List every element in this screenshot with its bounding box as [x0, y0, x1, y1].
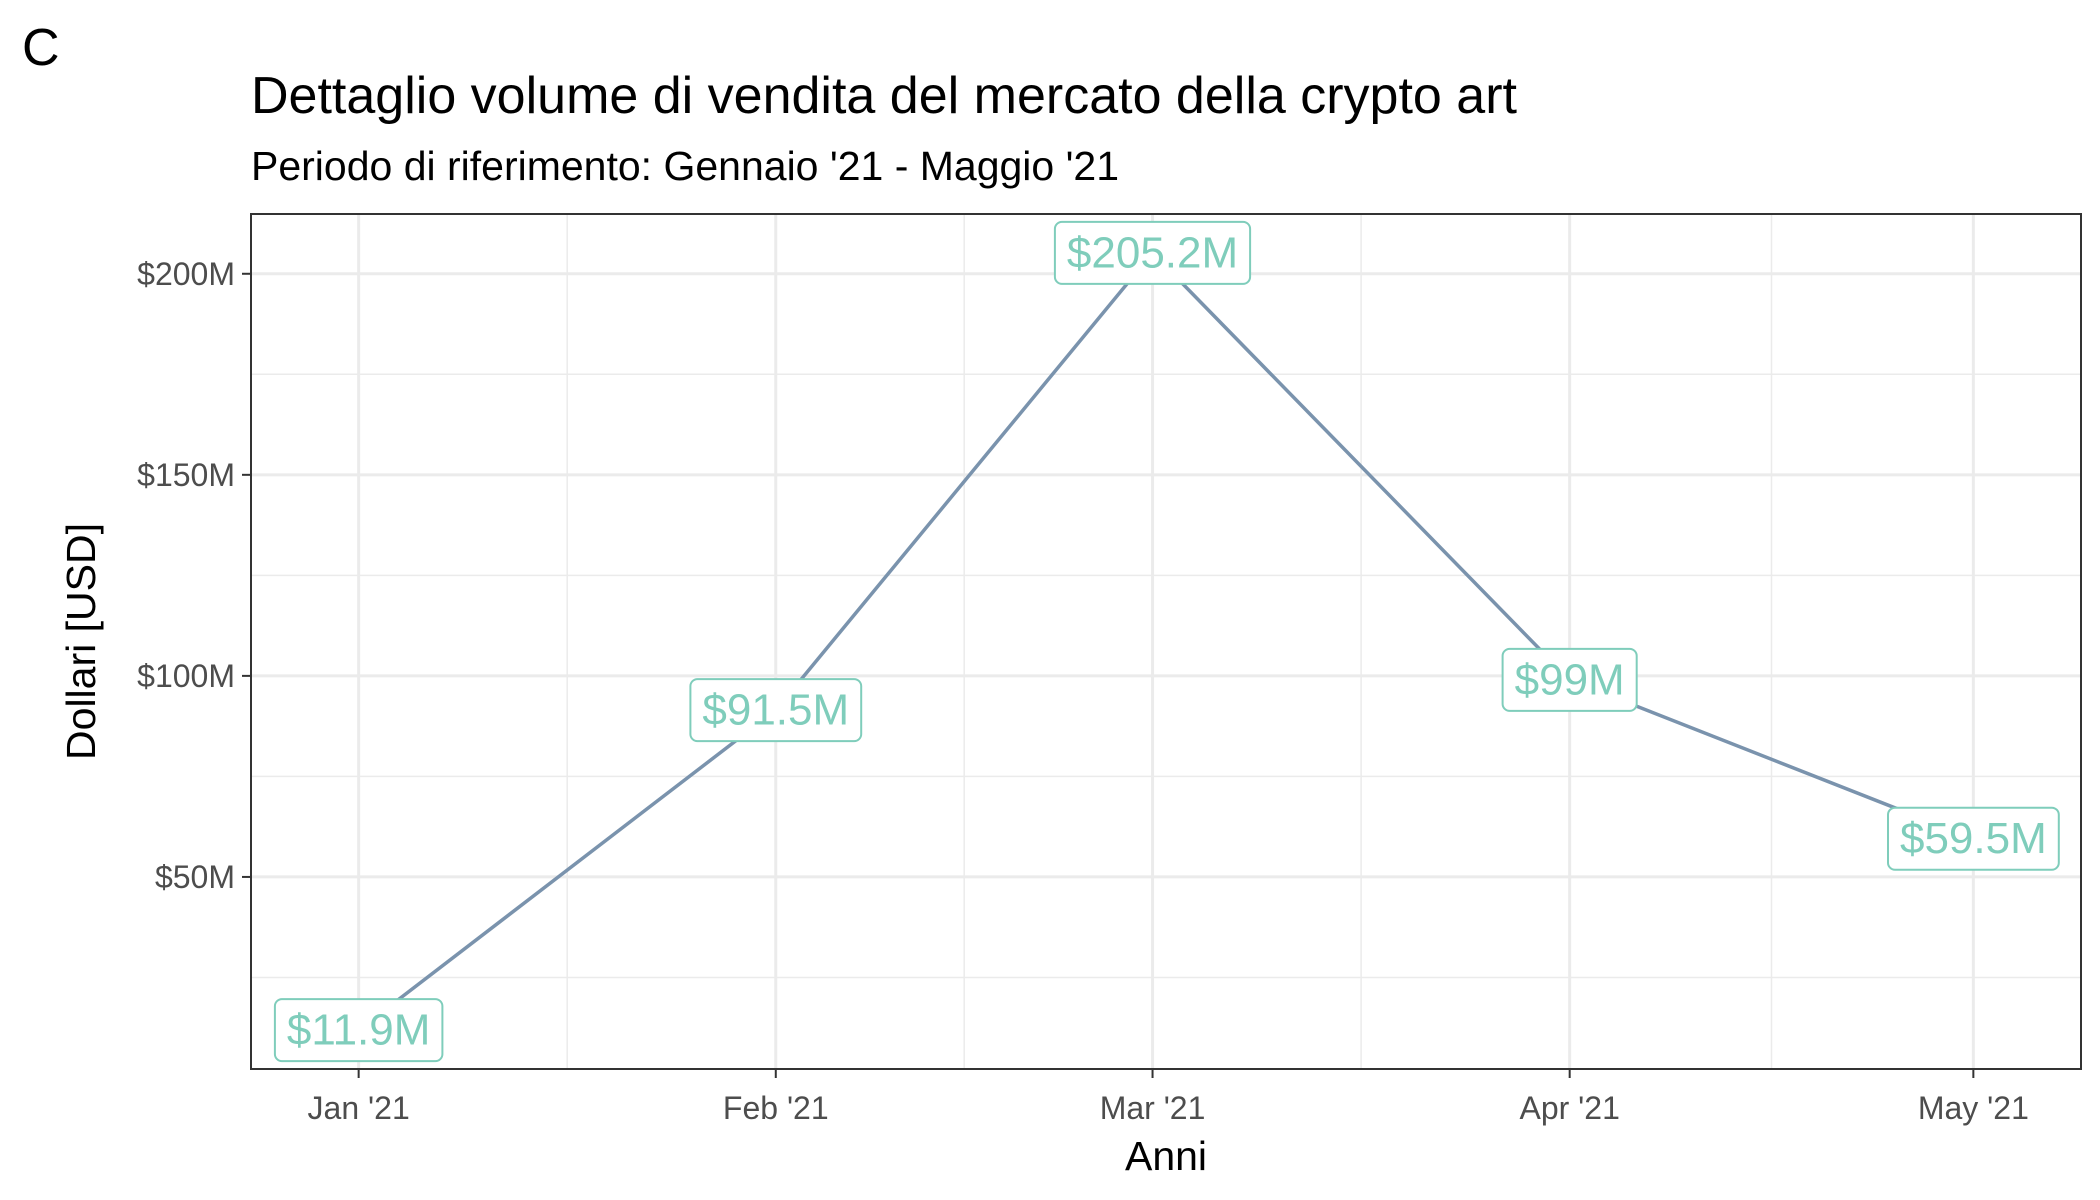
data-label: $99M [1501, 647, 1638, 712]
y-tick-label: $200M [137, 256, 235, 292]
axes: $50M $100M $150M $200M Jan '21 Feb '21 Mar '21… [137, 256, 2029, 1126]
chart-subtitle: Periodo di riferimento: Gennaio '21 - Ma… [251, 143, 1119, 189]
plot-panel-border [250, 213, 2082, 1070]
panel-letter: C [22, 19, 60, 77]
x-tick-label: May '21 [1918, 1090, 2029, 1126]
data-label-box [689, 678, 863, 743]
data-label-text: $59.5M [1900, 814, 2047, 863]
y-axis-title: Dollari [USD] [58, 523, 104, 760]
data-label-text: $205.2M [1067, 228, 1238, 277]
data-label: $11.9M [273, 998, 444, 1063]
data-label: $59.5M [1887, 806, 2060, 871]
series-line-layer [357, 251, 1975, 1032]
data-label-box [1501, 647, 1638, 712]
x-tick-label: Apr '21 [1519, 1090, 1619, 1126]
y-tick-label: $100M [137, 658, 235, 694]
x-axis-title: Anni [1125, 1133, 1207, 1179]
chart-title: Dettaglio volume di vendita del mercato … [251, 67, 1518, 125]
data-labels: $11.9M $91.5M $205.2M $99M $59.5M [273, 220, 2060, 1063]
series-line [357, 251, 1975, 1032]
data-label-text: $99M [1515, 655, 1625, 704]
data-label-text: $11.9M [287, 1006, 431, 1055]
x-tick-label: Feb '21 [723, 1090, 829, 1126]
x-tick-label: Jan '21 [308, 1090, 410, 1126]
data-label-box [1887, 806, 2060, 871]
data-label-box [1053, 220, 1252, 285]
y-tick-label: $50M [155, 859, 235, 895]
y-tick-label: $150M [137, 457, 235, 493]
data-label-text: $91.5M [702, 686, 849, 735]
data-label: $205.2M [1053, 220, 1252, 285]
data-label-box [273, 998, 444, 1063]
x-tick-label: Mar '21 [1100, 1090, 1206, 1126]
data-label: $91.5M [689, 678, 863, 743]
grid [251, 214, 2081, 1069]
